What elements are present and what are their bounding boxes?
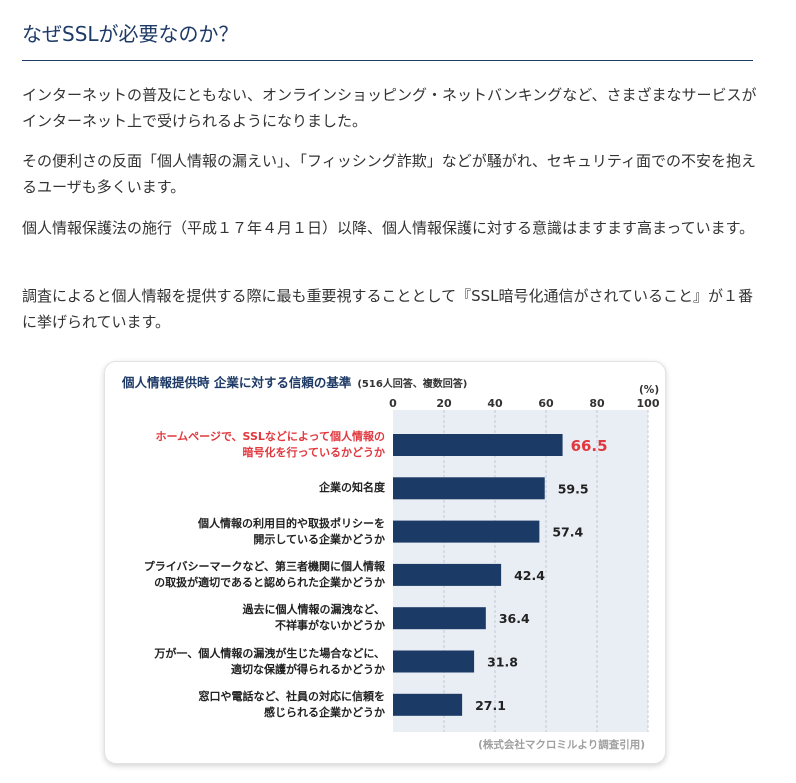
chart-title: 個人情報提供時 企業に対する信頼の基準 (516人回答、複数回答): [122, 372, 467, 391]
bar-value-label: 66.5: [571, 437, 608, 455]
chart-card: 個人情報提供時 企業に対する信頼の基準 (516人回答、複数回答) (%) 0 20…: [104, 361, 666, 764]
chart-source: (株式会社マクロミルより調査引用): [478, 739, 645, 751]
category-label-line: 不祥事がないかどうか: [275, 619, 385, 633]
bar-chart: 0 20 40 60 80 100 66.5 59.5 57.4 42.4 36.4 31.8 27.1: [389, 397, 660, 732]
chart-subtitle: (516人回答、複数回答): [357, 379, 468, 390]
category-label-line: ホームページで、SSLなどによって個人情報の: [155, 430, 386, 443]
category-label-line: 開示している企業かどうか: [253, 532, 385, 546]
category-label-line: 過去に個人情報の漏洩など、: [242, 603, 385, 617]
bar: [393, 693, 463, 716]
bar-value-label: 36.4: [499, 611, 530, 626]
paragraph-3: 個人情報保護法の施行（平成１７年４月１日）以降、個人情報保護に対する意識はますま…: [22, 219, 755, 237]
category-label-line: の取扱が適切であると認められた企業かどうか: [154, 575, 385, 589]
category-label: 過去に個人情報の漏洩など、不祥事がないかどうか: [125, 602, 385, 634]
category-label-line: 窓口や電話など、社員の対応に信頼を: [198, 689, 385, 703]
category-label-line: 企業の知名度: [319, 481, 385, 495]
x-tick-label: 100: [637, 397, 660, 410]
chart-title-text: 個人情報提供時 企業に対する信頼の基準: [122, 375, 352, 390]
bar-value-label: 42.4: [514, 568, 545, 583]
bar: [393, 607, 486, 630]
bar-value-label: 59.5: [558, 481, 589, 496]
category-label: 窓口や電話など、社員の対応に信頼を感じられる企業かどうか: [125, 689, 385, 721]
category-label: ホームページで、SSLなどによって個人情報の暗号化を行っているかどうか: [125, 429, 386, 461]
category-label-line: 感じられる企業かどうか: [264, 705, 385, 719]
bar: [393, 520, 540, 543]
bar: [393, 650, 475, 673]
category-label: 個人情報の利用目的や取扱ポリシーを開示している企業かどうか: [125, 516, 385, 548]
paragraph-2: その便利さの反面「個人情報の漏えい」、「フィッシング詐欺」などが騒がれ、セキュリ…: [22, 152, 756, 196]
bar: [393, 477, 545, 500]
x-tick-label: 20: [436, 397, 452, 410]
x-tick-label: 80: [589, 397, 605, 410]
bar-value-label: 27.1: [475, 698, 506, 713]
x-tick-label: 60: [538, 397, 554, 410]
chart-unit-label: (%): [639, 384, 660, 396]
bar-value-label: 31.8: [487, 655, 518, 670]
category-label: プライバシーマークなど、第三者機関に個人情報の取扱が適切であると認められた企業か…: [125, 559, 385, 591]
page-heading: なぜSSLが必要なのか？: [22, 22, 239, 46]
category-label-line: 適切な保護が得られるかどうか: [231, 662, 385, 676]
category-label-line: 万が一、個人情報の漏洩が生じた場合などに、: [154, 646, 385, 660]
x-tick-label: 40: [487, 397, 503, 410]
category-label: 企業の知名度: [125, 480, 385, 496]
category-label-line: 個人情報の利用目的や取扱ポリシーを: [198, 516, 385, 530]
x-tick-label: 0: [389, 397, 397, 410]
category-label-line: プライバシーマークなど、第三者機関に個人情報: [143, 559, 385, 573]
paragraph-4: 調査によると個人情報を提供する際に最も重要視することとして『SSL暗号化通信がさ…: [22, 287, 754, 331]
category-label-line: 暗号化を行っているかどうか: [242, 446, 385, 459]
bar-value-label: 57.4: [552, 525, 583, 540]
paragraph-1: インターネットの普及にともない、オンラインショッピング・ネットバンキングなど、さ…: [22, 86, 757, 130]
heading-divider: [22, 60, 753, 61]
category-label: 万が一、個人情報の漏洩が生じた場合などに、適切な保護が得られるかどうか: [125, 646, 385, 678]
bar: [393, 563, 502, 586]
bar: [393, 434, 563, 456]
